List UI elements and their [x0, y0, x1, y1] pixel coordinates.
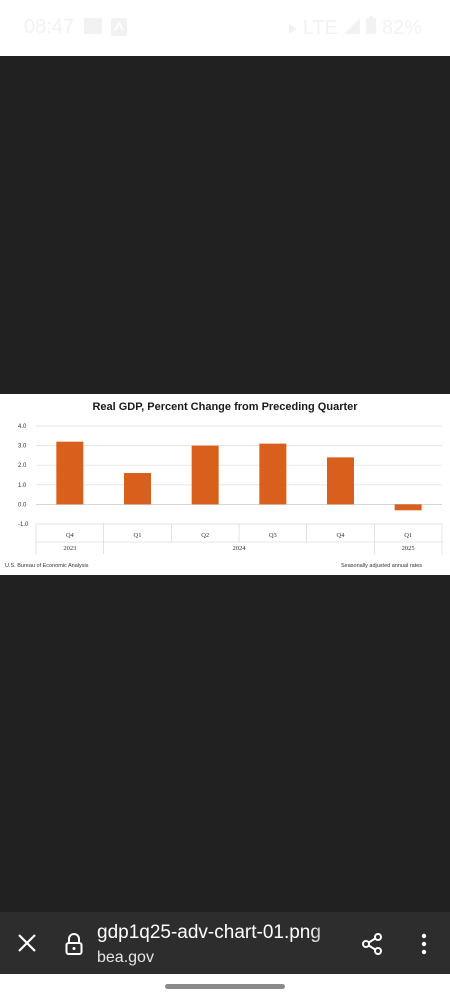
y-tick-label: -1.0: [18, 522, 29, 528]
bar: [394, 504, 422, 511]
x-tick-label: Q1: [134, 532, 142, 539]
x-tick-label: Q4: [337, 532, 346, 539]
gallery-notification-icon: [84, 18, 102, 39]
battery-level: 82%: [381, 16, 422, 39]
bar: [259, 443, 287, 505]
y-tick-label: 1.0: [18, 483, 27, 489]
chart-source: U.S. Bureau of Economic Analysis: [5, 563, 89, 569]
close-icon: [18, 934, 36, 952]
bottom-bar: gdp1q25-adv-chart-01.png bea.gov: [0, 912, 450, 974]
chart-image[interactable]: 4.0 3.0 2.0 1.0 0.0 -1.0 Q4 Q1 Q2 Q3 Q4 Q1 2023 2024 2…: [0, 394, 450, 575]
home-gesture-handle[interactable]: [165, 984, 285, 989]
share-icon: [362, 933, 382, 955]
x-tick-label: Q2: [201, 532, 209, 539]
wifi-calling-icon: [288, 17, 297, 40]
year-label: 2024: [233, 545, 247, 552]
signal-icon: [343, 17, 360, 40]
bar: [191, 445, 219, 505]
x-tick-label: Q3: [269, 532, 277, 539]
status-bar: 08:47 LTE 82%: [0, 0, 450, 56]
lock-icon[interactable]: [64, 932, 84, 956]
y-tick-label: 3.0: [18, 444, 27, 450]
y-tick-label: 0.0: [18, 502, 27, 508]
battery-icon: [365, 16, 376, 40]
status-time: 08:47: [24, 16, 75, 38]
bar: [56, 441, 84, 505]
bar: [124, 473, 151, 505]
bar: [327, 457, 354, 505]
file-name: gdp1q25-adv-chart-01.png: [97, 922, 321, 943]
more-options-button[interactable]: [418, 932, 430, 956]
nfc-notification-icon: [111, 18, 127, 41]
gdp-bar-chart: 4.0 3.0 2.0 1.0 0.0 -1.0 Q4 Q1 Q2 Q3 Q4 Q1 2023 2024 2…: [18, 424, 443, 554]
close-button[interactable]: [14, 930, 40, 956]
navigation-bar: [0, 974, 450, 1000]
chart-note: Seasonally adjusted annual rates: [340, 563, 422, 569]
y-tick-label: 4.0: [18, 424, 27, 430]
x-tick-label: Q1: [404, 532, 412, 539]
y-tick-label: 2.0: [18, 463, 27, 469]
status-indicators: LTE 82%: [288, 16, 422, 40]
year-label: 2023: [63, 545, 76, 552]
domain: bea.gov: [97, 949, 154, 966]
more-vert-icon: [421, 933, 427, 955]
x-tick-label: Q4: [66, 532, 75, 539]
network-type: LTE: [302, 16, 338, 39]
year-label: 2025: [402, 545, 415, 552]
share-button[interactable]: [360, 932, 384, 956]
chart-title: Real GDP, Percent Change from Preceding …: [92, 401, 358, 413]
